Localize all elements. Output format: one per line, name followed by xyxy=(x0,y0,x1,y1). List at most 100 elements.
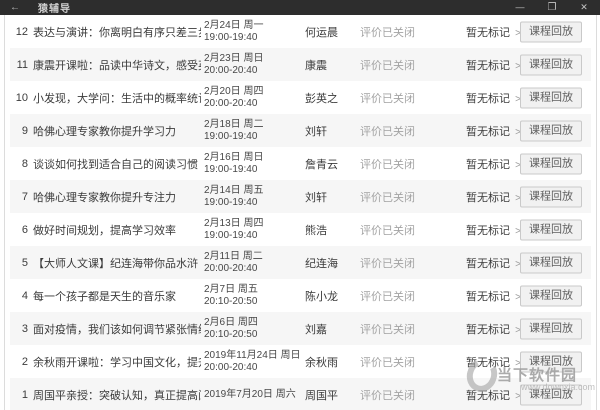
notes-label: 暂无标记 xyxy=(466,224,514,237)
teacher-name: 彭英之 xyxy=(305,92,338,105)
replay-button[interactable]: 课程回放 xyxy=(520,54,582,75)
replay-button[interactable]: 课程回放 xyxy=(520,186,582,207)
minimize-button[interactable]: — xyxy=(515,2,525,12)
course-datetime: 2月13日 周四 19:00-19:40 xyxy=(204,218,308,242)
close-button[interactable]: ✕ xyxy=(580,2,588,12)
notes-link[interactable]: 暂无标记 > xyxy=(466,321,528,337)
replay-button[interactable]: 课程回放 xyxy=(520,219,582,240)
course-title: 周国平亲授：突破认知，真正提高阅读与写作能力 xyxy=(33,389,201,402)
notes-link[interactable]: 暂无标记 > xyxy=(466,255,528,271)
course-row[interactable]: 1 周国平亲授：突破认知，真正提高阅读与写作能力 2019年7月20日 周六 周… xyxy=(10,378,591,410)
notes-label: 暂无标记 xyxy=(466,125,514,138)
notes-link[interactable]: 暂无标记 > xyxy=(466,288,528,304)
notes-label: 暂无标记 xyxy=(466,257,514,270)
evaluation-status: 评价已关闭 xyxy=(360,92,415,105)
replay-button[interactable]: 课程回放 xyxy=(520,252,582,273)
course-row[interactable]: 10 小发现，大学问：生活中的概率统计思维 2月20日 周四 20:00-20:… xyxy=(10,81,591,114)
notes-label: 暂无标记 xyxy=(466,290,514,303)
course-date: 2月24日 周一 xyxy=(204,19,264,31)
teacher-name: 陈小龙 xyxy=(305,290,338,303)
replay-button[interactable]: 课程回放 xyxy=(520,153,582,174)
replay-button[interactable]: 课程回放 xyxy=(520,318,582,339)
chevron-right-icon: > xyxy=(515,60,521,72)
course-date: 2月13日 周四 xyxy=(204,217,264,229)
course-number: 6 xyxy=(21,223,28,236)
course-row[interactable]: 5 【大师人文课】纪连海带你品水浒 2月11日 周二 20:00-20:40 纪… xyxy=(10,246,591,279)
chevron-right-icon: > xyxy=(515,291,521,303)
course-datetime: 2019年11月24日 周日 20:00-20:40 xyxy=(204,350,308,374)
replay-button[interactable]: 课程回放 xyxy=(520,351,582,372)
course-title: 每一个孩子都是天生的音乐家 xyxy=(33,290,176,303)
app-title: 猿辅导 xyxy=(38,4,71,15)
evaluation-status: 评价已关闭 xyxy=(360,257,415,270)
replay-button[interactable]: 课程回放 xyxy=(520,87,582,108)
course-time: 20:00-20:40 xyxy=(204,361,258,373)
course-row[interactable]: 11 康震开课啦：品读中华诗文，感受英雄力量 2月23日 周日 20:00-20… xyxy=(10,48,591,81)
course-time: 20:10-20:50 xyxy=(204,328,258,340)
chevron-right-icon: > xyxy=(515,27,521,39)
course-datetime: 2019年7月20日 周六 xyxy=(204,389,308,401)
notes-link[interactable]: 暂无标记 > xyxy=(466,123,528,139)
course-date: 2019年11月24日 周日 xyxy=(204,349,301,361)
course-row[interactable]: 8 谈谈如何找到适合自己的阅读习惯 2月16日 周日 19:00-19:40 詹… xyxy=(10,147,591,180)
notes-label: 暂无标记 xyxy=(466,389,514,402)
course-title: 余秋雨开课啦：学习中国文化，提升文学素养 xyxy=(33,356,201,369)
teacher-name: 何运晨 xyxy=(305,26,338,39)
notes-link[interactable]: 暂无标记 > xyxy=(466,57,528,73)
course-title: 面对疫情，我们该如何调节紧张情绪 xyxy=(33,323,201,336)
notes-link[interactable]: 暂无标记 > xyxy=(466,24,528,40)
notes-link[interactable]: 暂无标记 > xyxy=(466,189,528,205)
teacher-name: 刘轩 xyxy=(305,125,327,138)
course-date: 2月11日 周二 xyxy=(204,250,263,262)
replay-button[interactable]: 课程回放 xyxy=(520,384,582,405)
course-time: 20:00-20:40 xyxy=(204,262,258,274)
course-date: 2月16日 周日 xyxy=(204,151,264,163)
course-title: 哈佛心理专家教你提升学习力 xyxy=(33,125,176,138)
notes-label: 暂无标记 xyxy=(466,356,514,369)
course-title: 表达与演讲：你离明白有序只差三步 xyxy=(33,26,201,39)
teacher-name: 刘轩 xyxy=(305,191,327,204)
course-title: 【大师人文课】纪连海带你品水浒 xyxy=(33,257,198,270)
evaluation-status: 评价已关闭 xyxy=(360,59,415,72)
course-number: 4 xyxy=(21,289,28,302)
course-row[interactable]: 9 哈佛心理专家教你提升学习力 2月18日 周二 19:00-19:40 刘轩 … xyxy=(10,114,591,147)
chevron-right-icon: > xyxy=(515,324,521,336)
course-row[interactable]: 6 做好时间规划，提高学习效率 2月13日 周四 19:00-19:40 熊浩 … xyxy=(10,213,591,246)
course-title: 康震开课啦：品读中华诗文，感受英雄力量 xyxy=(33,59,201,72)
evaluation-status: 评价已关闭 xyxy=(360,125,415,138)
course-row[interactable]: 3 面对疫情，我们该如何调节紧张情绪 2月6日 周四 20:10-20:50 刘… xyxy=(10,312,591,345)
course-time: 19:00-19:40 xyxy=(204,130,258,142)
chevron-right-icon: > xyxy=(515,225,521,237)
course-row[interactable]: 4 每一个孩子都是天生的音乐家 2月7日 周五 20:10-20:50 陈小龙 … xyxy=(10,279,591,312)
course-row[interactable]: 7 哈佛心理专家教你提升专注力 2月14日 周五 19:00-19:40 刘轩 … xyxy=(10,180,591,213)
course-title: 做好时间规划，提高学习效率 xyxy=(33,224,176,237)
window-controls: — ❐ ✕ xyxy=(504,0,600,15)
teacher-name: 熊浩 xyxy=(305,224,327,237)
maximize-button[interactable]: ❐ xyxy=(547,2,557,13)
course-time: 19:00-19:40 xyxy=(204,229,258,241)
course-time: 20:10-20:50 xyxy=(204,295,258,307)
course-date: 2月23日 周日 xyxy=(204,52,264,64)
notes-label: 暂无标记 xyxy=(466,59,514,72)
course-row[interactable]: 2 余秋雨开课啦：学习中国文化，提升文学素养 2019年11月24日 周日 20… xyxy=(10,345,591,378)
notes-link[interactable]: 暂无标记 > xyxy=(466,156,528,172)
notes-label: 暂无标记 xyxy=(466,26,514,39)
notes-link[interactable]: 暂无标记 > xyxy=(466,222,528,238)
course-datetime: 2月7日 周五 20:10-20:50 xyxy=(204,284,308,308)
chevron-right-icon: > xyxy=(515,390,521,402)
notes-link[interactable]: 暂无标记 > xyxy=(466,354,528,370)
course-time: 19:00-19:40 xyxy=(204,196,258,208)
course-time: 19:00-19:40 xyxy=(204,163,258,175)
replay-button[interactable]: 课程回放 xyxy=(520,285,582,306)
notes-label: 暂无标记 xyxy=(466,92,514,105)
course-number: 9 xyxy=(21,124,28,137)
replay-button[interactable]: 课程回放 xyxy=(520,21,582,42)
course-title: 谈谈如何找到适合自己的阅读习惯 xyxy=(33,158,198,171)
notes-link[interactable]: 暂无标记 > xyxy=(466,90,528,106)
back-arrow-icon[interactable]: ← xyxy=(10,2,20,13)
replay-button[interactable]: 课程回放 xyxy=(520,120,582,141)
teacher-name: 康震 xyxy=(305,59,327,72)
course-date: 2月14日 周五 xyxy=(204,184,264,196)
notes-link[interactable]: 暂无标记 > xyxy=(466,387,528,403)
course-row[interactable]: 12 表达与演讲：你离明白有序只差三步 2月24日 周一 19:00-19:40… xyxy=(10,15,591,48)
